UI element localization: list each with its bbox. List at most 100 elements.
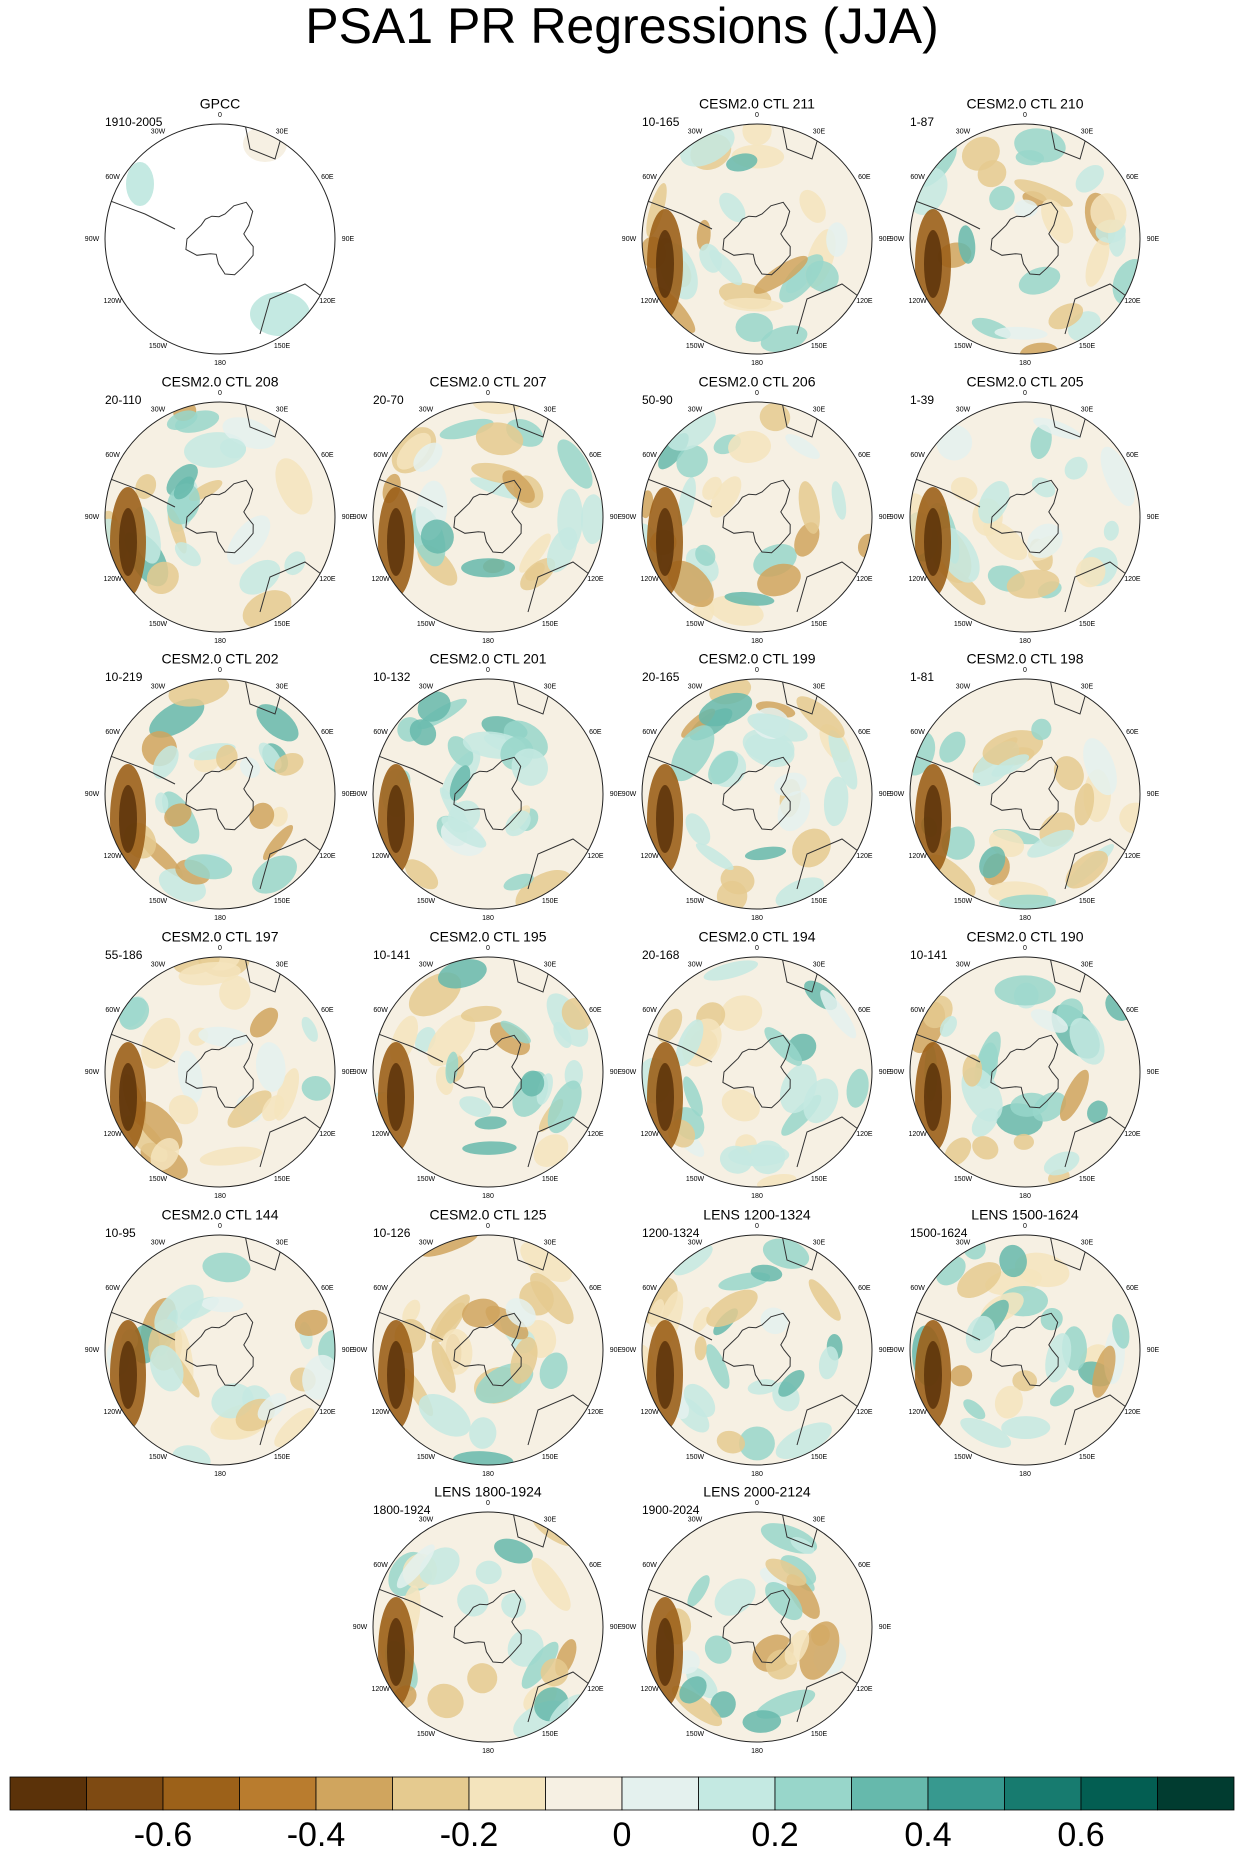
- australia: [796, 838, 863, 890]
- field-patch: [1015, 150, 1045, 166]
- longitude-label: 30E: [544, 1239, 557, 1246]
- field-patch: [972, 1136, 999, 1160]
- colorbar-box: [927, 1776, 1005, 1811]
- longitude-label: 0: [1023, 112, 1027, 119]
- australia: [259, 1116, 326, 1168]
- field-patch: [249, 1007, 279, 1038]
- longitude-label: 120E: [587, 1686, 604, 1693]
- longitude-label: 120E: [856, 1409, 873, 1416]
- field-patch: [274, 752, 304, 776]
- longitude-label: 120W: [371, 576, 390, 583]
- longitude-label: 120E: [319, 298, 336, 305]
- africa: [781, 957, 823, 993]
- field-patch: [164, 803, 192, 827]
- longitude-label: 90W: [353, 791, 368, 798]
- field-patch: [1043, 1151, 1080, 1176]
- longitude-label: 0: [486, 1500, 490, 1507]
- longitude-label: 150W: [149, 1454, 168, 1461]
- longitude-label: 150W: [954, 621, 973, 628]
- antarctica: [722, 1589, 791, 1664]
- panel-period: 1-39: [910, 393, 934, 407]
- longitude-label: 150E: [542, 621, 559, 628]
- field-patch: [742, 1710, 782, 1733]
- field-patch: [427, 1014, 476, 1067]
- longitude-label: 90E: [879, 514, 892, 521]
- south-america: [105, 476, 176, 508]
- longitude-label: 150E: [1079, 621, 1096, 628]
- field-patch: [294, 1309, 328, 1337]
- south-america: [910, 1031, 981, 1063]
- map-field: [910, 124, 1140, 354]
- south-america: [105, 1309, 176, 1341]
- longitude-label: 0: [218, 1223, 222, 1230]
- map-field: [105, 957, 335, 1187]
- map-border: [372, 1511, 604, 1743]
- africa: [244, 124, 286, 160]
- field-patch: [227, 1090, 272, 1128]
- south-america: [373, 1031, 444, 1063]
- longitude-label: 120W: [103, 853, 122, 860]
- longitude-label: 0: [218, 112, 222, 119]
- field-patch: [719, 1145, 753, 1174]
- panel-period: 10-126: [373, 1226, 411, 1240]
- field-patch: [728, 430, 772, 463]
- longitude-label: 0: [1023, 1223, 1027, 1230]
- field-patch: [467, 1663, 498, 1694]
- africa: [1049, 124, 1091, 160]
- longitude-label: 120E: [856, 1686, 873, 1693]
- map-border: [641, 123, 873, 355]
- panel-title: CESM2.0 CTL 211: [699, 96, 815, 112]
- field-patch: [724, 591, 775, 606]
- africa: [1049, 679, 1091, 715]
- map-border: [104, 401, 336, 633]
- field-patch: [796, 696, 845, 738]
- longitude-label: 60E: [858, 1285, 871, 1292]
- field-patch: [409, 719, 437, 746]
- field-patch: [979, 846, 1006, 879]
- longitude-label: 120E: [587, 853, 604, 860]
- longitude-label: 120E: [319, 853, 336, 860]
- field-patch: [744, 846, 787, 861]
- panel-period: 10-132: [373, 670, 411, 684]
- south-america: [373, 753, 444, 785]
- field-patch: [519, 533, 551, 573]
- antarctica: [453, 479, 522, 554]
- longitude-label: 90E: [1147, 236, 1160, 243]
- longitude-label: 0: [755, 112, 759, 119]
- field-patch: [698, 692, 753, 727]
- field-patch: [978, 481, 1010, 524]
- antarctica: [185, 1312, 254, 1387]
- field-patch: [462, 1141, 517, 1155]
- panel-period: 1500-1624: [910, 1226, 968, 1240]
- field-patch: [146, 561, 179, 595]
- africa: [244, 957, 286, 993]
- australia: [527, 838, 594, 890]
- longitude-label: 60E: [589, 1285, 602, 1292]
- australia: [259, 1394, 326, 1446]
- map-field: [642, 679, 872, 909]
- field-patch: [784, 1629, 810, 1665]
- longitude-label: 30W: [419, 406, 434, 413]
- africa: [512, 402, 554, 438]
- field-patch: [1014, 179, 1073, 207]
- longitude-label: 60W: [642, 1007, 657, 1014]
- longitude-label: 180: [1019, 915, 1031, 922]
- field-patch: [939, 731, 966, 763]
- longitude-label: 60E: [858, 1007, 871, 1014]
- panel-period: 1910-2005: [105, 115, 163, 129]
- longitude-label: 60W: [105, 1007, 120, 1014]
- field-patch: [965, 1315, 996, 1354]
- longitude-label: 90W: [622, 514, 637, 521]
- field-patch: [503, 873, 534, 891]
- panel-period: 20-168: [642, 948, 680, 962]
- longitude-label: 30W: [151, 683, 166, 690]
- field-patch: [154, 1284, 204, 1335]
- africa: [781, 124, 823, 160]
- longitude-label: 90W: [890, 514, 905, 521]
- field-patch: [709, 476, 742, 518]
- africa: [781, 679, 823, 715]
- field-patch: [765, 1558, 807, 1586]
- field-patch: [521, 1641, 559, 1689]
- field-patch: [675, 1019, 704, 1067]
- field-patch: [239, 559, 281, 595]
